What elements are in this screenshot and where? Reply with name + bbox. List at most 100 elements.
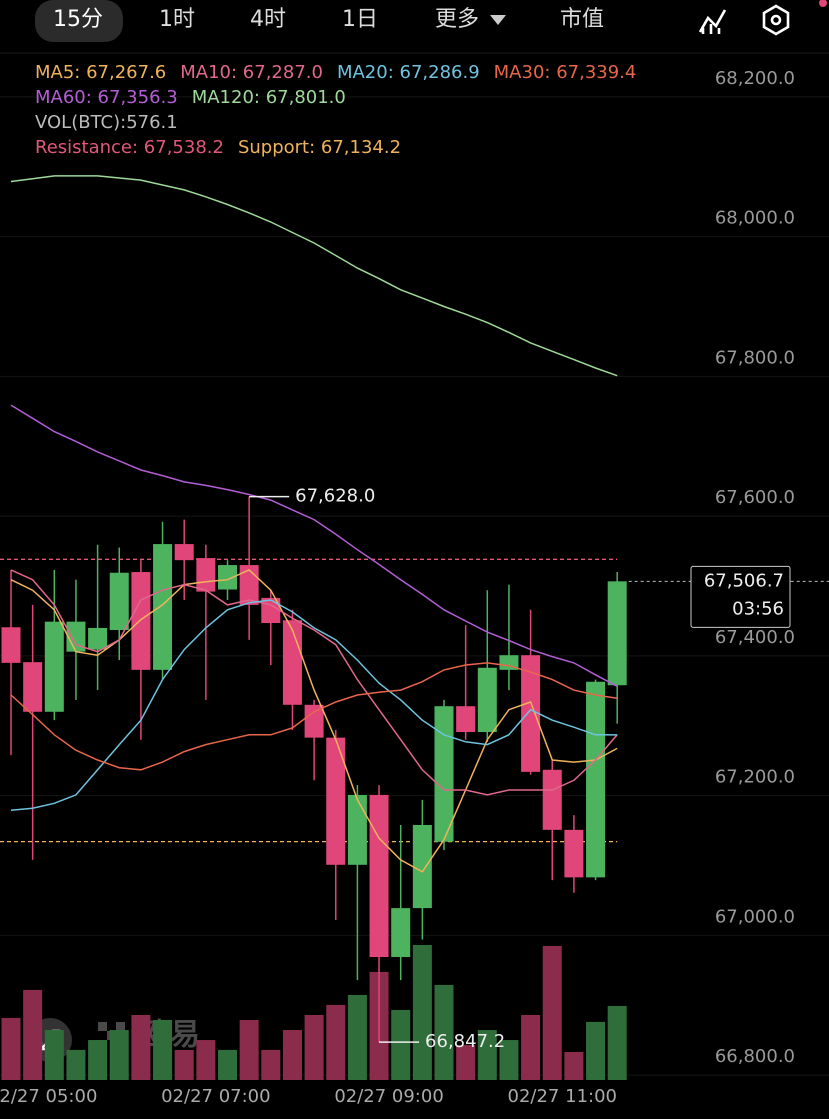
legend-name: Resistance [35,137,132,158]
legend-name: Support [237,137,310,158]
volume-bar [66,1049,86,1080]
legend-value: 67,286.9 [399,62,480,83]
volume-bar [153,1019,173,1080]
candle-body [109,572,129,631]
extreme-label: 66,847.2 [425,1031,505,1052]
candle-body [23,662,43,712]
volume-bar [607,1005,627,1080]
candle-body [218,565,237,590]
legend-value: 67,339.4 [556,62,637,83]
candle-body [499,655,519,670]
ma-line [10,569,618,873]
legend-name: MA120 [191,87,254,108]
volume-bar [174,1049,194,1080]
ma-line [10,404,618,688]
tab[interactable]: 市值 [560,7,604,32]
legend-row: MA60: 67,356.3 MA120: 67,801.0 [35,85,715,110]
y-tick-label: 67,000.0 [715,906,795,927]
last-price-box [690,565,791,628]
volume-bar [23,989,43,1080]
legend-separator: : [85,87,98,108]
more-caret[interactable] [490,15,506,25]
legend-entry: MA10: 67,287.0 [180,60,323,85]
tab[interactable]: 1日 [342,7,378,32]
volume-bar [477,1030,497,1080]
candle-body [391,908,411,958]
legend-value: 67,356.3 [97,87,178,108]
last-price-label: 67,506.7 [704,570,784,591]
legend-name: MA60 [35,87,86,108]
legend-row: MA5: 67,267.6 MA10: 67,287.0 MA20: 67,286.… [35,60,715,85]
candle-body [1,627,21,663]
legend-entry: MA20: 67,286.9 [337,60,480,85]
legend-value: 67,287.0 [242,62,323,83]
candle-body [434,706,454,842]
legend-name: MA30 [493,62,545,83]
tab[interactable]: 4时 [250,7,286,32]
volume-bar [239,1019,259,1080]
volume-bar [347,994,367,1080]
volume-bar [44,1030,64,1080]
volume-bar [88,1040,108,1080]
y-tick-label: 67,800.0 [715,347,795,368]
tab[interactable]: 15分 [53,7,103,32]
legend-name: VOL(BTC) [35,112,121,133]
volume-bar [499,1040,519,1080]
legend-entry: MA30: 67,339.4 [494,60,637,85]
ma-line [10,569,618,796]
legend-name: MA5 [35,62,75,83]
legend-value: 67,538.2 [143,137,224,158]
countdown: 03:56 [732,598,784,619]
volume-bar [218,1049,237,1080]
candle-body [347,794,367,865]
volume-bar [282,1030,302,1080]
legend-separator: : [309,137,321,158]
legend-value: 67,134.2 [320,137,402,158]
candle-body [456,706,476,733]
indicator-icon[interactable] [698,9,727,34]
volume-bar [131,1014,151,1080]
volume-bar [391,1009,411,1080]
candle-body [282,620,302,705]
candle-body [44,621,64,712]
volume-bar [261,1049,281,1080]
candle-body [607,581,627,686]
volume-bar [456,1045,476,1080]
volume-bar [521,1014,541,1080]
volume-bar [412,944,432,1080]
legend-entry: MA5: 67,267.6 [35,60,166,85]
candle-body [542,769,562,830]
legend-separator: : [253,87,266,108]
y-tick-label: 68,200.0 [715,68,795,89]
x-tick-label: 02/27 09:00 [334,1086,443,1107]
candle-body [239,565,259,605]
candle-body [153,544,173,670]
legend-separator: : [544,62,557,83]
tab[interactable]: 更多 [435,7,479,32]
tab[interactable]: 1时 [159,7,195,32]
legend-separator: : [74,62,87,83]
legend-entry: VOL(BTC):576.1 [35,110,178,135]
candle-body [131,572,151,670]
settings-icon[interactable] [762,0,827,36]
legend-entry: Support: 67,134.2 [238,135,401,160]
volume-bar [326,1004,346,1080]
legend-entry: MA60: 67,356.3 [35,85,178,110]
legend-separator: : [132,137,144,158]
volume-bar [542,945,562,1080]
candle-body [369,794,389,958]
y-tick-label: 67,600.0 [715,487,795,508]
y-tick-label: 68,000.0 [715,208,795,229]
active-tab-bg [35,0,123,42]
x-tick-label: 02/27 07:00 [161,1086,270,1107]
legend-value: 67,801.0 [265,87,346,108]
candle-body [586,681,606,878]
legend-name: MA10 [180,62,231,83]
y-tick-label: 66,800.0 [715,1046,795,1067]
volume-bar [109,1030,129,1080]
legend-value: 67,267.6 [86,62,167,83]
candle-body [88,627,108,650]
x-tick-label: 02/27 11:00 [508,1086,617,1107]
